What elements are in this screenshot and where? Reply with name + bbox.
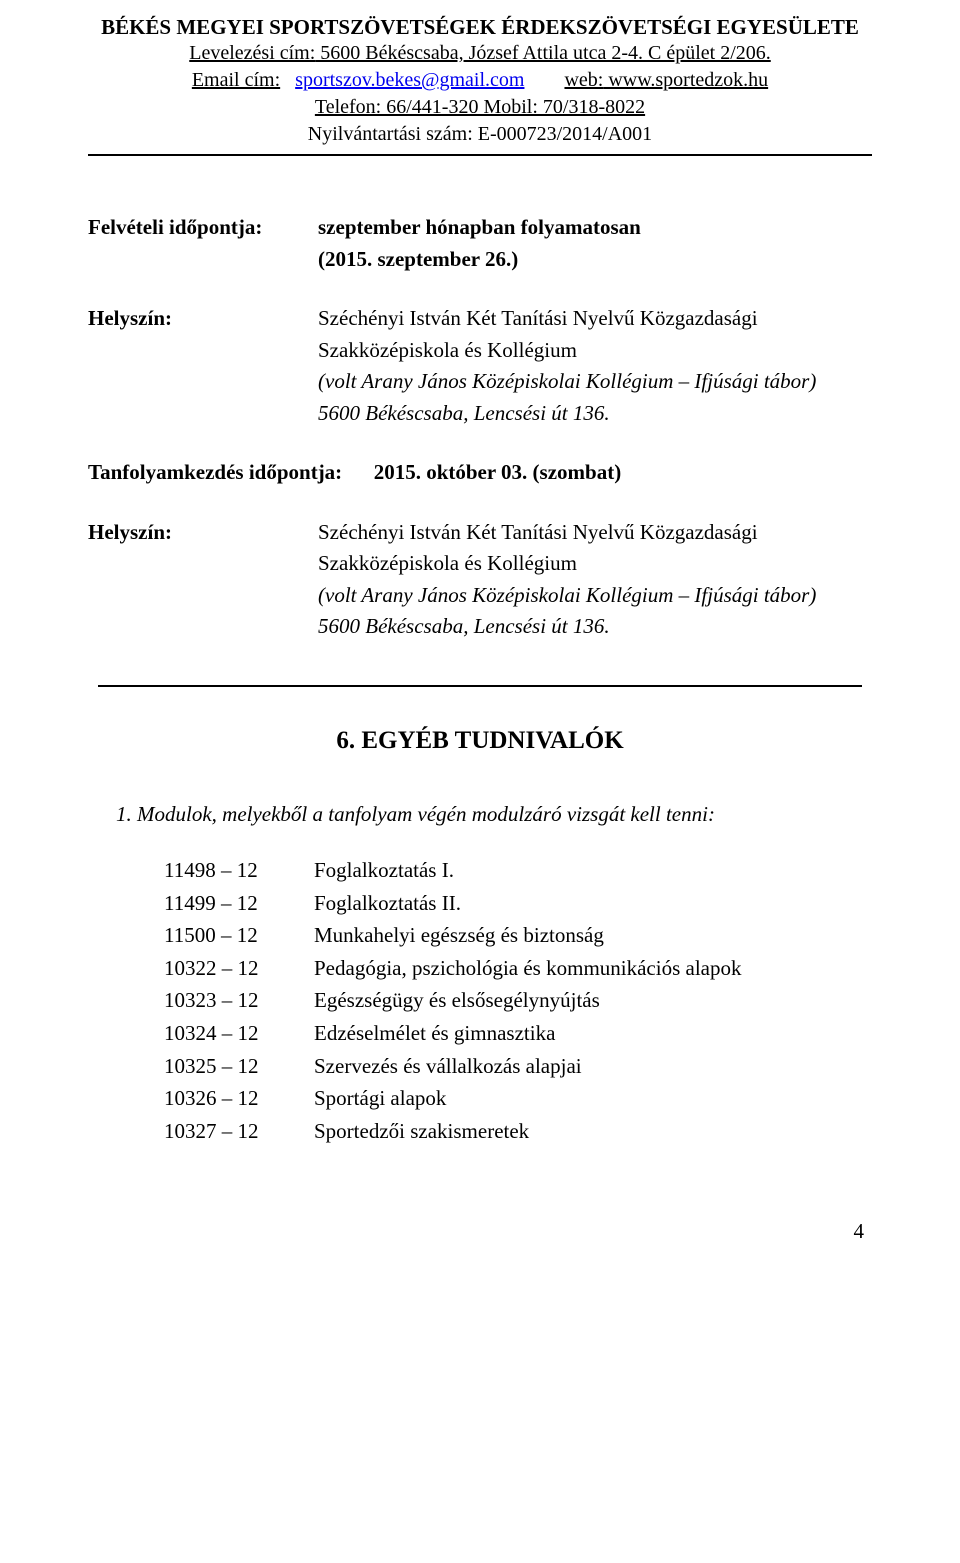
location1-line3: (volt Arany János Középiskolai Kollégium… bbox=[88, 366, 872, 398]
module-name: Sportedzői szakismeretek bbox=[314, 1115, 872, 1148]
email-web-line: Email cím: sportszov.bekes@gmail.com web… bbox=[88, 67, 872, 94]
course-start-label: Tanfolyamkezdés időpontja: bbox=[88, 460, 342, 484]
enrollment-value1: szeptember hónapban folyamatosan bbox=[318, 212, 872, 244]
module-code: 10327 – 12 bbox=[164, 1115, 314, 1148]
module-table: 11498 – 12 Foglalkoztatás I. 11499 – 12 … bbox=[88, 854, 872, 1147]
module-row: 10323 – 12 Egészségügy és elsősegélynyúj… bbox=[164, 984, 872, 1017]
module-row: 11498 – 12 Foglalkoztatás I. bbox=[164, 854, 872, 887]
module-name: Sportági alapok bbox=[314, 1082, 872, 1115]
reg-line: Nyilvántartási szám: E-000723/2014/A001 bbox=[88, 121, 872, 148]
org-name: BÉKÉS MEGYEI SPORTSZÖVETSÉGEK ÉRDEKSZÖVE… bbox=[88, 14, 872, 40]
module-row: 11499 – 12 Foglalkoztatás II. bbox=[164, 887, 872, 920]
module-code: 11498 – 12 bbox=[164, 854, 314, 887]
section6-item1: 1. Modulok, melyekből a tanfolyam végén … bbox=[88, 799, 872, 831]
course-start-row: Tanfolyamkezdés időpontja: 2015. október… bbox=[88, 457, 872, 489]
location1-line4: 5600 Békéscsaba, Lencsési út 136. bbox=[88, 398, 872, 430]
location1-line1: Széchényi István Két Tanítási Nyelvű Köz… bbox=[318, 303, 872, 335]
module-row: 10325 – 12 Szervezés és vállalkozás alap… bbox=[164, 1050, 872, 1083]
module-name: Foglalkoztatás II. bbox=[314, 887, 872, 920]
web-label: web: bbox=[564, 69, 603, 91]
module-code: 10326 – 12 bbox=[164, 1082, 314, 1115]
header-separator bbox=[88, 154, 872, 156]
body-separator bbox=[98, 685, 862, 687]
location1-line2: Szakközépiskola és Kollégium bbox=[88, 335, 872, 367]
mailing-value: 5600 Békéscsaba, József Attila utca 2-4.… bbox=[315, 42, 770, 64]
mailing-label: Levelezési cím: bbox=[189, 42, 315, 64]
module-name: Edzéselmélet és gimnasztika bbox=[314, 1017, 872, 1050]
location2-label: Helyszín: bbox=[88, 517, 318, 549]
location2-row: Helyszín: Széchényi István Két Tanítási … bbox=[88, 517, 872, 549]
page-number: 4 bbox=[88, 1219, 872, 1244]
location1-label: Helyszín: bbox=[88, 303, 318, 335]
module-code: 10324 – 12 bbox=[164, 1017, 314, 1050]
module-row: 10327 – 12 Sportedzői szakismeretek bbox=[164, 1115, 872, 1148]
module-code: 10325 – 12 bbox=[164, 1050, 314, 1083]
module-name: Szervezés és vállalkozás alapjai bbox=[314, 1050, 872, 1083]
module-code: 11500 – 12 bbox=[164, 919, 314, 952]
module-name: Foglalkoztatás I. bbox=[314, 854, 872, 887]
module-code: 10323 – 12 bbox=[164, 984, 314, 1017]
module-name: Egészségügy és elsősegélynyújtás bbox=[314, 984, 872, 1017]
location2-line2: Szakközépiskola és Kollégium bbox=[88, 548, 872, 580]
location2-line1: Széchényi István Két Tanítási Nyelvű Köz… bbox=[318, 517, 872, 549]
enrollment-label: Felvételi időpontja: bbox=[88, 212, 318, 244]
location2-line3: (volt Arany János Középiskolai Kollégium… bbox=[88, 580, 872, 612]
module-name: Pedagógia, pszichológia és kommunikációs… bbox=[314, 952, 872, 985]
enrollment-row: Felvételi időpontja: szeptember hónapban… bbox=[88, 212, 872, 244]
mailing-line: Levelezési cím: 5600 Békéscsaba, József … bbox=[88, 40, 872, 67]
course-start-value: 2015. október 03. (szombat) bbox=[374, 460, 622, 484]
section6-heading: 6. EGYÉB TUDNIVALÓK bbox=[88, 727, 872, 755]
email-label: Email cím: bbox=[192, 69, 280, 91]
module-row: 11500 – 12 Munkahelyi egészség és bizton… bbox=[164, 919, 872, 952]
web-value: www.sportedzok.hu bbox=[603, 69, 768, 91]
module-code: 10322 – 12 bbox=[164, 952, 314, 985]
phone-line: Telefon: 66/441-320 Mobil: 70/318-8022 bbox=[88, 94, 872, 121]
module-name: Munkahelyi egészség és biztonság bbox=[314, 919, 872, 952]
enrollment-value2: (2015. szeptember 26.) bbox=[88, 244, 872, 276]
location2-line4: 5600 Békéscsaba, Lencsési út 136. bbox=[88, 611, 872, 643]
location1-row: Helyszín: Széchényi István Két Tanítási … bbox=[88, 303, 872, 335]
module-row: 10322 – 12 Pedagógia, pszichológia és ko… bbox=[164, 952, 872, 985]
module-code: 11499 – 12 bbox=[164, 887, 314, 920]
module-row: 10324 – 12 Edzéselmélet és gimnasztika bbox=[164, 1017, 872, 1050]
document-header: BÉKÉS MEGYEI SPORTSZÖVETSÉGEK ÉRDEKSZÖVE… bbox=[88, 14, 872, 156]
email-link[interactable]: sportszov.bekes@gmail.com bbox=[295, 69, 524, 91]
module-row: 10326 – 12 Sportági alapok bbox=[164, 1082, 872, 1115]
